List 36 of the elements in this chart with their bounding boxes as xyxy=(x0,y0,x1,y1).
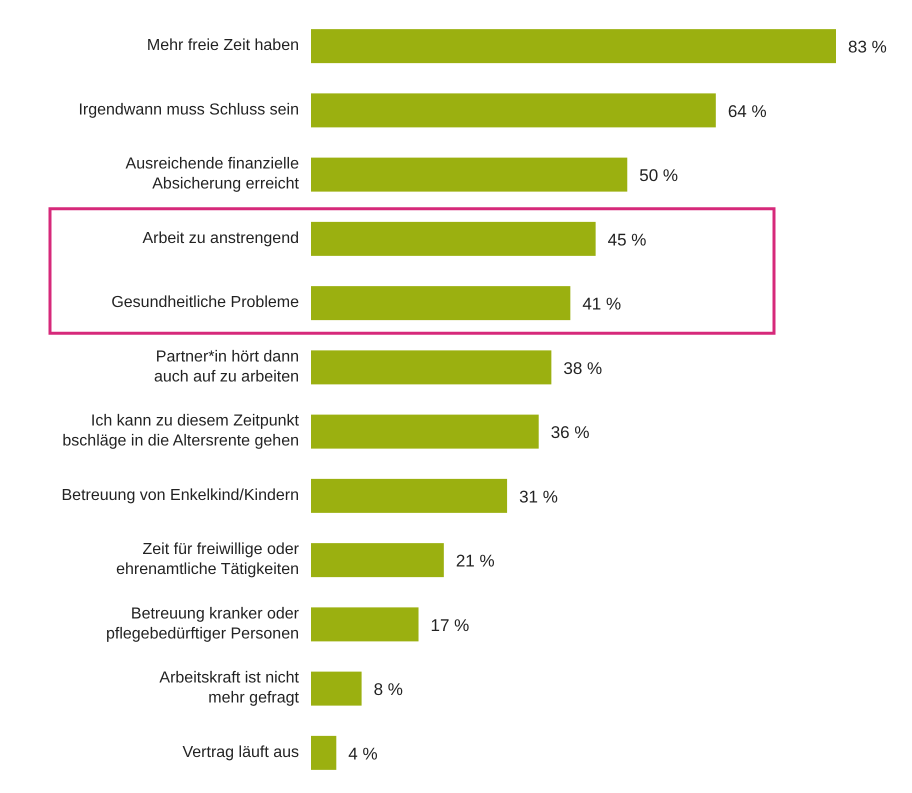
data-label: 83 % xyxy=(848,38,887,57)
data-label: 4 % xyxy=(348,744,378,764)
bar xyxy=(311,414,539,449)
data-label: 41 % xyxy=(582,294,622,314)
y-tick-label: Ausreichende finanzielle Absicherung erreicht xyxy=(126,156,300,193)
data-label: 31 % xyxy=(519,487,558,506)
bar xyxy=(311,736,336,770)
data-label: 36 % xyxy=(550,423,590,442)
data-label: 17 % xyxy=(430,616,470,635)
y-tick-label: Vertrag läuft aus xyxy=(182,744,299,762)
data-label: 21 % xyxy=(456,552,495,571)
y-tick-label: Gesundheitliche Probleme xyxy=(111,294,300,312)
bar xyxy=(311,93,716,128)
y-tick-label: Arbeit zu anstrengend xyxy=(142,230,299,248)
y-tick-label: Arbeitskraft ist nicht mehr gefragt xyxy=(159,670,300,707)
bar xyxy=(311,543,444,578)
data-label: 8 % xyxy=(374,680,403,700)
y-tick-label: Mehr freie Zeit haben xyxy=(146,37,299,54)
y-tick-label: Zeit für freiwillige oder ehrenamtliche Tätigkeiten xyxy=(116,541,300,578)
bar xyxy=(311,222,596,256)
data-label: 38 % xyxy=(563,358,602,378)
y-tick-label: Betreuung von Enkelkind/Kindern xyxy=(62,487,299,504)
y-tick-label: Betreuung kranker oder pflegebedürftiger Personen xyxy=(106,606,300,643)
bar xyxy=(311,672,362,706)
y-tick-label: Ich kann zu diesem Zeitpunkt bschläge in die Altersrente gehen xyxy=(62,412,300,450)
bar xyxy=(311,350,552,384)
y-tick-label: Irgendwann muss Schluss sein xyxy=(78,102,299,119)
data-label: 50 % xyxy=(639,166,678,186)
data-label: 45 % xyxy=(608,230,646,250)
bar xyxy=(311,478,508,513)
bar xyxy=(311,286,570,320)
y-tick-label: Partner*in hört dann auch auf zu arbeiten xyxy=(154,348,299,386)
data-label: 64 % xyxy=(728,102,767,121)
bar xyxy=(311,29,836,64)
bar xyxy=(311,607,419,642)
bar xyxy=(311,158,628,192)
